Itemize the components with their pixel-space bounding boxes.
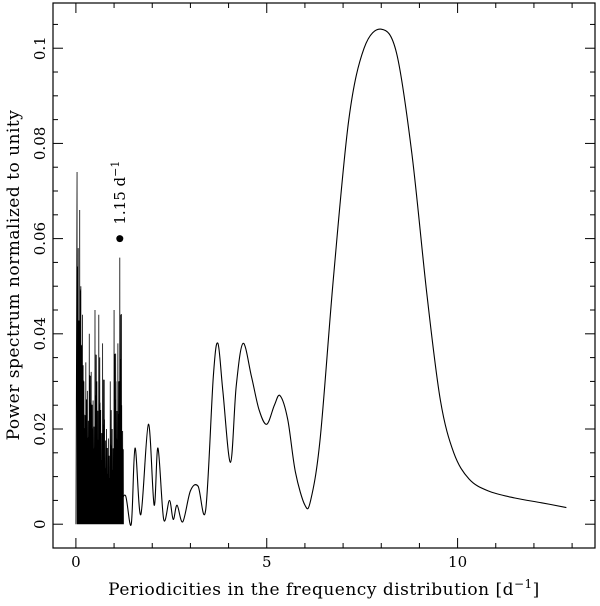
x-tick-label: 5 — [262, 553, 272, 571]
x-axis-title-close: ] — [533, 580, 540, 600]
x-axis-title: Periodicities in the frequency distribut… — [108, 577, 540, 600]
x-axis-title-main: Periodicities in the frequency distribut… — [108, 580, 514, 600]
axis-ticks — [53, 3, 595, 548]
axis-tick-labels: 0 5 10 0 0.02 0.04 0.06 0.08 0.1 — [31, 36, 467, 571]
noise-trace — [75, 171, 124, 525]
y-tick-label: 0.06 — [31, 222, 49, 255]
peak-annotation-main: 1.15 d — [111, 176, 129, 224]
y-axis-title: Power spectrum normalized to unity — [4, 110, 24, 441]
y-tick-label: 0.02 — [31, 412, 49, 445]
x-tick-label: 0 — [71, 553, 81, 571]
peak-marker-dot — [116, 235, 124, 243]
y-tick-label: 0 — [31, 519, 49, 529]
peak-annotation-label: 1.15 d−1 — [109, 161, 129, 225]
peak-annotation-sup: −1 — [109, 161, 122, 177]
y-tick-label: 0.04 — [31, 317, 49, 350]
spectrum-series-line — [119, 28, 567, 526]
noisy-spectrum-region — [75, 171, 124, 525]
y-tick-label: 0.1 — [31, 36, 49, 60]
y-tick-label: 0.08 — [31, 127, 49, 160]
x-axis-title-sup: −1 — [514, 577, 533, 591]
plot-frame — [52, 2, 596, 549]
x-tick-label: 10 — [448, 553, 467, 571]
